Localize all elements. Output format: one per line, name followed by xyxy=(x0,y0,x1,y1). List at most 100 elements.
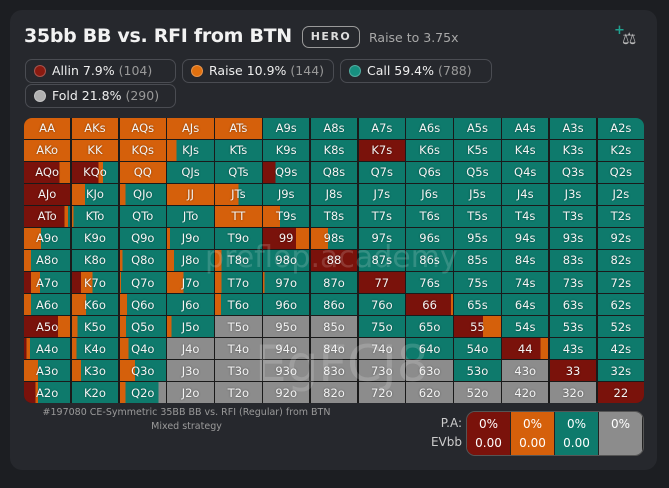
hand-cell-A2s[interactable]: A2s xyxy=(597,118,644,139)
hand-cell-98o[interactable]: 98o xyxy=(263,250,310,271)
hand-cell-T3s[interactable]: T3s xyxy=(549,206,597,227)
hand-cell-86s[interactable]: 86s xyxy=(406,250,453,271)
hand-cell-J6s[interactable]: J6s xyxy=(406,184,453,205)
hero-badge[interactable]: HERO xyxy=(302,26,360,48)
hand-cell-A7s[interactable]: A7s xyxy=(358,118,405,139)
hand-cell-Q5o[interactable]: Q5o xyxy=(119,316,166,337)
hand-cell-A4o[interactable]: A4o xyxy=(24,338,71,359)
hand-cell-ATo[interactable]: ATo xyxy=(24,206,71,227)
hand-cell-K5s[interactable]: K5s xyxy=(454,140,501,161)
hand-cell-K6s[interactable]: K6s xyxy=(406,140,453,161)
hand-cell-77[interactable]: 77 xyxy=(358,272,405,293)
hand-cell-Q9s[interactable]: Q9s xyxy=(263,162,310,183)
hand-cell-J4s[interactable]: J4s xyxy=(502,184,549,205)
hand-cell-K7s[interactable]: K7s xyxy=(358,140,405,161)
hand-cell-74s[interactable]: 74s xyxy=(502,272,549,293)
hand-cell-62s[interactable]: 62s xyxy=(597,294,644,315)
hand-cell-KK[interactable]: KK xyxy=(71,140,119,161)
hand-cell-85o[interactable]: 85o xyxy=(310,316,358,337)
hand-cell-53s[interactable]: 53s xyxy=(549,316,597,337)
hand-cell-82o[interactable]: 82o xyxy=(310,382,358,403)
hand-cell-T9o[interactable]: T9o xyxy=(215,228,262,249)
hand-cell-65o[interactable]: 65o xyxy=(406,316,453,337)
hand-cell-A6o[interactable]: A6o xyxy=(24,294,71,315)
hand-cell-72o[interactable]: 72o xyxy=(358,382,405,403)
hand-cell-54o[interactable]: 54o xyxy=(454,338,501,359)
hand-cell-Q9o[interactable]: Q9o xyxy=(119,228,166,249)
hand-cell-J2o[interactable]: J2o xyxy=(167,382,214,403)
hand-cell-A8s[interactable]: A8s xyxy=(310,118,358,139)
hand-cell-K9o[interactable]: K9o xyxy=(71,228,119,249)
hand-cell-97o[interactable]: 97o xyxy=(263,272,310,293)
hand-cell-K7o[interactable]: K7o xyxy=(71,272,119,293)
hand-cell-92s[interactable]: 92s xyxy=(597,228,644,249)
hand-cell-Q8s[interactable]: Q8s xyxy=(310,162,358,183)
hand-cell-43o[interactable]: 43o xyxy=(502,360,549,381)
hand-cell-AJs[interactable]: AJs xyxy=(167,118,214,139)
hand-cell-T2o[interactable]: T2o xyxy=(215,382,262,403)
hand-cell-J8s[interactable]: J8s xyxy=(310,184,358,205)
hand-cell-KQs[interactable]: KQs xyxy=(119,140,166,161)
hand-cell-32o[interactable]: 32o xyxy=(549,382,597,403)
hand-cell-Q2o[interactable]: Q2o xyxy=(119,382,166,403)
hand-cell-76o[interactable]: 76o xyxy=(358,294,405,315)
hand-cell-A5o[interactable]: A5o xyxy=(24,316,71,337)
hand-cell-J6o[interactable]: J6o xyxy=(167,294,214,315)
hand-cell-QJs[interactable]: QJs xyxy=(167,162,214,183)
hand-cell-94o[interactable]: 94o xyxy=(263,338,310,359)
hand-cell-74o[interactable]: 74o xyxy=(358,338,405,359)
hand-cell-85s[interactable]: 85s xyxy=(454,250,501,271)
hand-cell-63o[interactable]: 63o xyxy=(406,360,453,381)
hand-cell-AJo[interactable]: AJo xyxy=(24,184,71,205)
hand-cell-87o[interactable]: 87o xyxy=(310,272,358,293)
hand-cell-92o[interactable]: 92o xyxy=(263,382,310,403)
legend-call[interactable]: Call 59.4% (788) xyxy=(340,59,492,83)
hand-cell-98s[interactable]: 98s xyxy=(310,228,358,249)
hand-cell-Q6s[interactable]: Q6s xyxy=(406,162,453,183)
hand-cell-J8o[interactable]: J8o xyxy=(167,250,214,271)
hand-cell-62o[interactable]: 62o xyxy=(406,382,453,403)
hand-cell-QTs[interactable]: QTs xyxy=(215,162,262,183)
hand-cell-87s[interactable]: 87s xyxy=(358,250,405,271)
hand-cell-73s[interactable]: 73s xyxy=(549,272,597,293)
hand-cell-42o[interactable]: 42o xyxy=(502,382,549,403)
hand-cell-A6s[interactable]: A6s xyxy=(406,118,453,139)
legend-fold[interactable]: Fold 21.8% (290) xyxy=(25,84,176,108)
hand-cell-93o[interactable]: 93o xyxy=(263,360,310,381)
hand-cell-76s[interactable]: 76s xyxy=(406,272,453,293)
hand-cell-JTo[interactable]: JTo xyxy=(167,206,214,227)
hand-cell-A9s[interactable]: A9s xyxy=(263,118,310,139)
hand-cell-KTo[interactable]: KTo xyxy=(71,206,119,227)
hand-cell-J3o[interactable]: J3o xyxy=(167,360,214,381)
hand-cell-K8o[interactable]: K8o xyxy=(71,250,119,271)
hand-cell-J5s[interactable]: J5s xyxy=(454,184,501,205)
hand-cell-Q7s[interactable]: Q7s xyxy=(358,162,405,183)
hand-cell-T5s[interactable]: T5s xyxy=(454,206,501,227)
hand-cell-52s[interactable]: 52s xyxy=(597,316,644,337)
hand-cell-QQ[interactable]: QQ xyxy=(119,162,166,183)
hand-cell-J3s[interactable]: J3s xyxy=(549,184,597,205)
hand-cell-52o[interactable]: 52o xyxy=(454,382,501,403)
hand-cell-K4s[interactable]: K4s xyxy=(502,140,549,161)
hand-cell-K4o[interactable]: K4o xyxy=(71,338,119,359)
hand-cell-96s[interactable]: 96s xyxy=(406,228,453,249)
hand-cell-J2s[interactable]: J2s xyxy=(597,184,644,205)
hand-cell-J7s[interactable]: J7s xyxy=(358,184,405,205)
hand-cell-96o[interactable]: 96o xyxy=(263,294,310,315)
hand-cell-44[interactable]: 44 xyxy=(502,338,549,359)
hand-cell-95s[interactable]: 95s xyxy=(454,228,501,249)
legend-raise[interactable]: Raise 10.9% (144) xyxy=(182,59,334,83)
hand-cell-T6o[interactable]: T6o xyxy=(215,294,262,315)
hand-cell-T4o[interactable]: T4o xyxy=(215,338,262,359)
hand-cell-KQo[interactable]: KQo xyxy=(71,162,119,183)
hand-cell-T9s[interactable]: T9s xyxy=(263,206,310,227)
hand-cell-KTs[interactable]: KTs xyxy=(215,140,262,161)
hand-cell-T2s[interactable]: T2s xyxy=(597,206,644,227)
hand-cell-Q7o[interactable]: Q7o xyxy=(119,272,166,293)
hand-cell-Q8o[interactable]: Q8o xyxy=(119,250,166,271)
hand-cell-53o[interactable]: 53o xyxy=(454,360,501,381)
hand-cell-54s[interactable]: 54s xyxy=(502,316,549,337)
hand-cell-QTo[interactable]: QTo xyxy=(119,206,166,227)
hand-cell-88[interactable]: 88 xyxy=(310,250,358,271)
hand-cell-82s[interactable]: 82s xyxy=(597,250,644,271)
